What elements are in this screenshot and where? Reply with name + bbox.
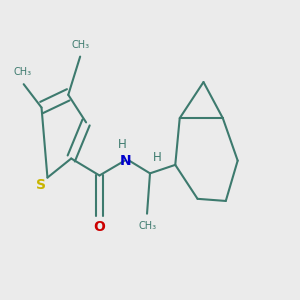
Text: CH₃: CH₃ xyxy=(72,40,90,50)
Text: N: N xyxy=(120,154,131,168)
Text: H: H xyxy=(153,151,162,164)
Text: S: S xyxy=(36,178,46,192)
Text: O: O xyxy=(93,220,105,234)
Text: H: H xyxy=(118,138,127,151)
Text: CH₃: CH₃ xyxy=(13,67,31,77)
Text: CH₃: CH₃ xyxy=(139,220,157,231)
